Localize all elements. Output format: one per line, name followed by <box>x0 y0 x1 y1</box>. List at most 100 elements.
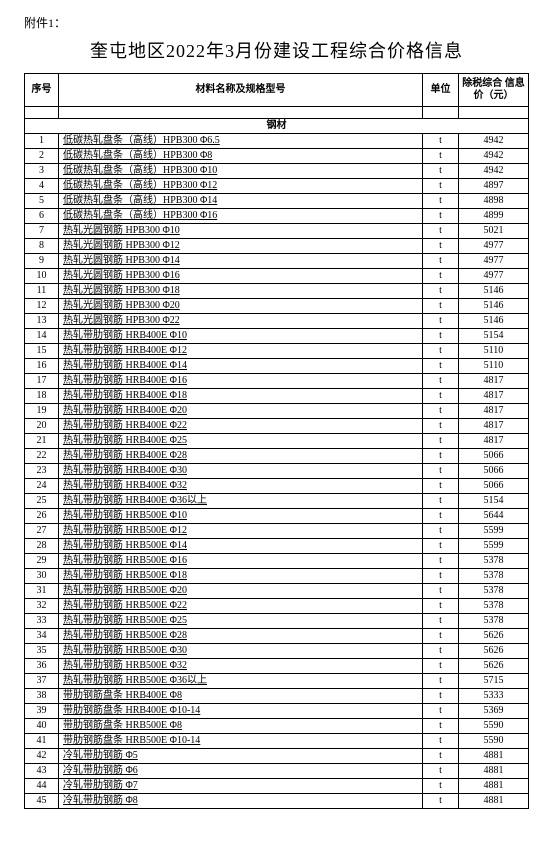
cell-price: 5378 <box>459 599 529 614</box>
table-row: 31热轧带肋钢筋 HRB500E Φ20t5378 <box>25 584 529 599</box>
cell-unit: t <box>423 224 459 239</box>
cell-unit: t <box>423 569 459 584</box>
cell-unit: t <box>423 479 459 494</box>
cell-name: 冷轧带肋钢筋 Φ5 <box>59 749 423 764</box>
cell-price: 5590 <box>459 719 529 734</box>
cell-idx: 35 <box>25 644 59 659</box>
cell-name: 热轧带肋钢筋 HRB400E Φ18 <box>59 389 423 404</box>
cell-idx: 8 <box>25 239 59 254</box>
cell-idx: 2 <box>25 149 59 164</box>
cell-price: 5378 <box>459 554 529 569</box>
cell-price: 5110 <box>459 359 529 374</box>
col-header-name: 材料名称及规格型号 <box>59 74 423 107</box>
table-row: 36热轧带肋钢筋 HRB500E Φ32t5626 <box>25 659 529 674</box>
table-row: 27热轧带肋钢筋 HRB500E Φ12t5599 <box>25 524 529 539</box>
cell-name: 热轧带肋钢筋 HRB500E Φ14 <box>59 539 423 554</box>
cell-idx: 30 <box>25 569 59 584</box>
cell-unit: t <box>423 599 459 614</box>
cell-unit: t <box>423 659 459 674</box>
cell-idx: 1 <box>25 134 59 149</box>
table-row: 1低碳热轧盘条（高线）HPB300 Φ6.5t4942 <box>25 134 529 149</box>
cell-unit: t <box>423 614 459 629</box>
cell-name: 热轧光圆钢筋 HPB300 Φ14 <box>59 254 423 269</box>
cell-name: 低碳热轧盘条（高线）HPB300 Φ16 <box>59 209 423 224</box>
cell-unit: t <box>423 344 459 359</box>
cell-unit: t <box>423 509 459 524</box>
cell-price: 4881 <box>459 779 529 794</box>
table-row: 6低碳热轧盘条（高线）HPB300 Φ16t4899 <box>25 209 529 224</box>
table-row: 15热轧带肋钢筋 HRB400E Φ12t5110 <box>25 344 529 359</box>
cell-price: 5154 <box>459 494 529 509</box>
cell-name: 热轧带肋钢筋 HRB500E Φ18 <box>59 569 423 584</box>
cell-name: 带肋钢筋盘条 HRB400E Φ8 <box>59 689 423 704</box>
cell-idx: 29 <box>25 554 59 569</box>
cell-idx: 32 <box>25 599 59 614</box>
cell-name: 低碳热轧盘条（高线）HPB300 Φ6.5 <box>59 134 423 149</box>
cell-idx: 42 <box>25 749 59 764</box>
cell-price: 4942 <box>459 149 529 164</box>
cell-name: 热轧带肋钢筋 HRB500E Φ30 <box>59 644 423 659</box>
col-header-unit: 单位 <box>423 74 459 107</box>
cell-name: 低碳热轧盘条（高线）HPB300 Φ12 <box>59 179 423 194</box>
table-row: 45冷轧带肋钢筋 Φ8t4881 <box>25 794 529 809</box>
table-row: 38带肋钢筋盘条 HRB400E Φ8t5333 <box>25 689 529 704</box>
cell-idx: 24 <box>25 479 59 494</box>
cell-name: 冷轧带肋钢筋 Φ7 <box>59 779 423 794</box>
cell-idx: 37 <box>25 674 59 689</box>
cell-idx: 41 <box>25 734 59 749</box>
cell-unit: t <box>423 779 459 794</box>
table-row: 2低碳热轧盘条（高线）HPB300 Φ8t4942 <box>25 149 529 164</box>
table-row: 20热轧带肋钢筋 HRB400E Φ22t4817 <box>25 419 529 434</box>
table-row: 40带肋钢筋盘条 HRB500E Φ8t5590 <box>25 719 529 734</box>
cell-price: 4881 <box>459 749 529 764</box>
cell-unit: t <box>423 299 459 314</box>
cell-name: 低碳热轧盘条（高线）HPB300 Φ14 <box>59 194 423 209</box>
cell-price: 4898 <box>459 194 529 209</box>
cell-price: 4881 <box>459 794 529 809</box>
cell-price: 4899 <box>459 209 529 224</box>
cell-name: 热轧带肋钢筋 HRB400E Φ12 <box>59 344 423 359</box>
table-row: 3低碳热轧盘条（高线）HPB300 Φ10t4942 <box>25 164 529 179</box>
cell-unit: t <box>423 374 459 389</box>
cell-unit: t <box>423 749 459 764</box>
attachment-label: 附件1： <box>24 14 529 31</box>
cell-price: 4817 <box>459 374 529 389</box>
cell-name: 热轧带肋钢筋 HRB500E Φ32 <box>59 659 423 674</box>
cell-price: 5146 <box>459 299 529 314</box>
cell-name: 热轧带肋钢筋 HRB400E Φ22 <box>59 419 423 434</box>
cell-unit: t <box>423 314 459 329</box>
cell-name: 带肋钢筋盘条 HRB500E Φ8 <box>59 719 423 734</box>
cell-unit: t <box>423 449 459 464</box>
cell-unit: t <box>423 629 459 644</box>
cell-price: 4897 <box>459 179 529 194</box>
blank-row <box>25 107 529 119</box>
cell-idx: 39 <box>25 704 59 719</box>
cell-price: 5154 <box>459 329 529 344</box>
cell-name: 热轧带肋钢筋 HRB400E Φ14 <box>59 359 423 374</box>
cell-price: 5626 <box>459 644 529 659</box>
cell-unit: t <box>423 434 459 449</box>
cell-unit: t <box>423 554 459 569</box>
cell-name: 热轧带肋钢筋 HRB500E Φ28 <box>59 629 423 644</box>
cell-idx: 25 <box>25 494 59 509</box>
cell-price: 5378 <box>459 614 529 629</box>
cell-name: 冷轧带肋钢筋 Φ8 <box>59 794 423 809</box>
cell-name: 热轧带肋钢筋 HRB500E Φ25 <box>59 614 423 629</box>
cell-name: 热轧带肋钢筋 HRB400E Φ25 <box>59 434 423 449</box>
table-row: 29热轧带肋钢筋 HRB500E Φ16t5378 <box>25 554 529 569</box>
table-row: 17热轧带肋钢筋 HRB400E Φ16t4817 <box>25 374 529 389</box>
table-row: 34热轧带肋钢筋 HRB500E Φ28t5626 <box>25 629 529 644</box>
cell-idx: 36 <box>25 659 59 674</box>
cell-price: 5110 <box>459 344 529 359</box>
table-row: 16热轧带肋钢筋 HRB400E Φ14t5110 <box>25 359 529 374</box>
table-row: 30热轧带肋钢筋 HRB500E Φ18t5378 <box>25 569 529 584</box>
price-table: 序号 材料名称及规格型号 单位 除税综合 信息价（元） 钢材 1低碳热轧盘条（高… <box>24 73 529 809</box>
cell-name: 热轧带肋钢筋 HRB500E Φ12 <box>59 524 423 539</box>
cell-idx: 15 <box>25 344 59 359</box>
cell-unit: t <box>423 584 459 599</box>
col-header-price: 除税综合 信息价（元） <box>459 74 529 107</box>
cell-unit: t <box>423 704 459 719</box>
cell-price: 4942 <box>459 134 529 149</box>
cell-idx: 9 <box>25 254 59 269</box>
col-header-idx: 序号 <box>25 74 59 107</box>
